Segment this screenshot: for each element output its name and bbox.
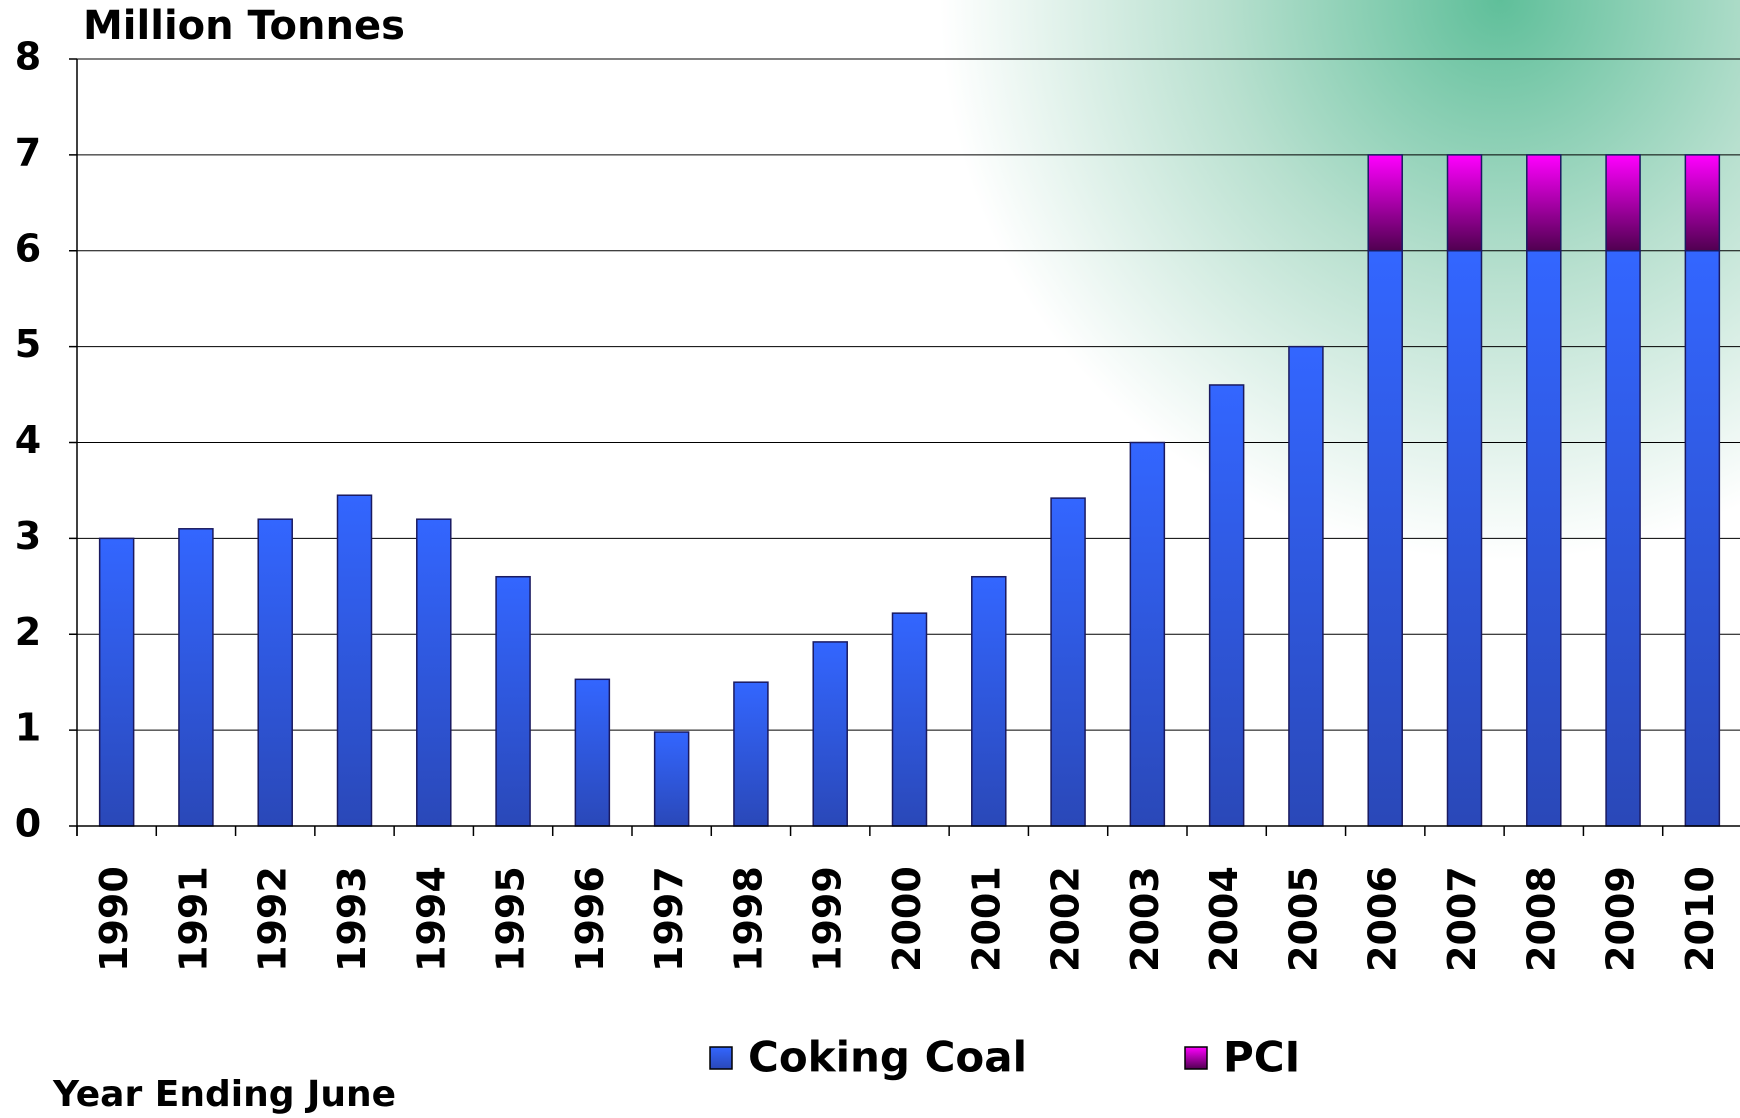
bar bbox=[1605, 250, 1641, 827]
legend-swatch bbox=[709, 1046, 733, 1070]
bar bbox=[971, 575, 1007, 827]
x-tick-label: 2007 bbox=[1440, 866, 1484, 972]
x-tick-label: 2008 bbox=[1519, 866, 1563, 972]
bar bbox=[812, 641, 848, 827]
x-tick-label: 1990 bbox=[92, 866, 136, 972]
x-tick-label: 2006 bbox=[1361, 866, 1405, 972]
x-tick-label: 1994 bbox=[409, 866, 453, 972]
bar bbox=[1129, 441, 1166, 827]
bar bbox=[1526, 250, 1562, 827]
bar bbox=[1367, 250, 1403, 827]
x-tick-label: 2009 bbox=[1599, 866, 1643, 972]
bar bbox=[1288, 345, 1324, 827]
y-tick-label: 1 bbox=[15, 706, 41, 750]
y-tick-label: 0 bbox=[15, 802, 41, 846]
bar bbox=[1050, 497, 1086, 827]
x-tick-label: 1992 bbox=[251, 866, 295, 972]
bar bbox=[495, 575, 531, 827]
y-tick-label: 5 bbox=[15, 322, 41, 366]
bar bbox=[1605, 154, 1641, 252]
chart-title: Million Tonnes bbox=[83, 3, 405, 49]
x-tick-label: 2001 bbox=[964, 866, 1008, 972]
y-tick-label: 7 bbox=[15, 130, 41, 174]
x-tick-label: 2005 bbox=[1281, 866, 1325, 972]
bar bbox=[891, 612, 928, 827]
x-tick-label: 2000 bbox=[885, 866, 929, 972]
x-axis-label: Year Ending June bbox=[52, 1074, 396, 1115]
bar bbox=[178, 528, 214, 827]
bar bbox=[1446, 154, 1483, 252]
legend-swatch bbox=[1184, 1046, 1208, 1070]
y-tick-label: 2 bbox=[15, 610, 41, 654]
bar bbox=[574, 678, 611, 827]
x-tick-label: 2010 bbox=[1678, 866, 1722, 972]
y-tick-label: 3 bbox=[15, 514, 41, 558]
x-tick-label: 2004 bbox=[1202, 866, 1246, 972]
x-tick-label: 1996 bbox=[568, 866, 612, 972]
bar bbox=[1446, 250, 1483, 827]
y-tick-label: 4 bbox=[15, 418, 41, 462]
x-tick-label: 1999 bbox=[806, 866, 850, 972]
bar bbox=[1684, 250, 1721, 827]
bar bbox=[1208, 384, 1245, 827]
x-tick-label: 1993 bbox=[330, 866, 374, 972]
x-tick-label: 1991 bbox=[171, 866, 215, 972]
y-tick-label: 6 bbox=[15, 226, 41, 270]
y-tick-label: 8 bbox=[15, 35, 41, 79]
bar bbox=[98, 537, 135, 827]
legend-label: Coking Coal bbox=[748, 1033, 1027, 1082]
bar bbox=[257, 518, 293, 827]
x-tick-label: 1998 bbox=[726, 866, 770, 972]
bar bbox=[336, 494, 373, 827]
bar bbox=[1526, 154, 1562, 252]
bar bbox=[733, 681, 769, 827]
x-tick-label: 1997 bbox=[647, 866, 691, 972]
x-tick-label: 1995 bbox=[489, 866, 533, 972]
bar bbox=[1684, 154, 1721, 252]
bar bbox=[1367, 154, 1403, 252]
bar bbox=[653, 731, 690, 827]
x-tick-label: 2002 bbox=[1044, 866, 1088, 972]
bar bbox=[416, 518, 452, 827]
x-tick-label: 2003 bbox=[1123, 866, 1167, 972]
legend-label: PCI bbox=[1223, 1033, 1300, 1082]
